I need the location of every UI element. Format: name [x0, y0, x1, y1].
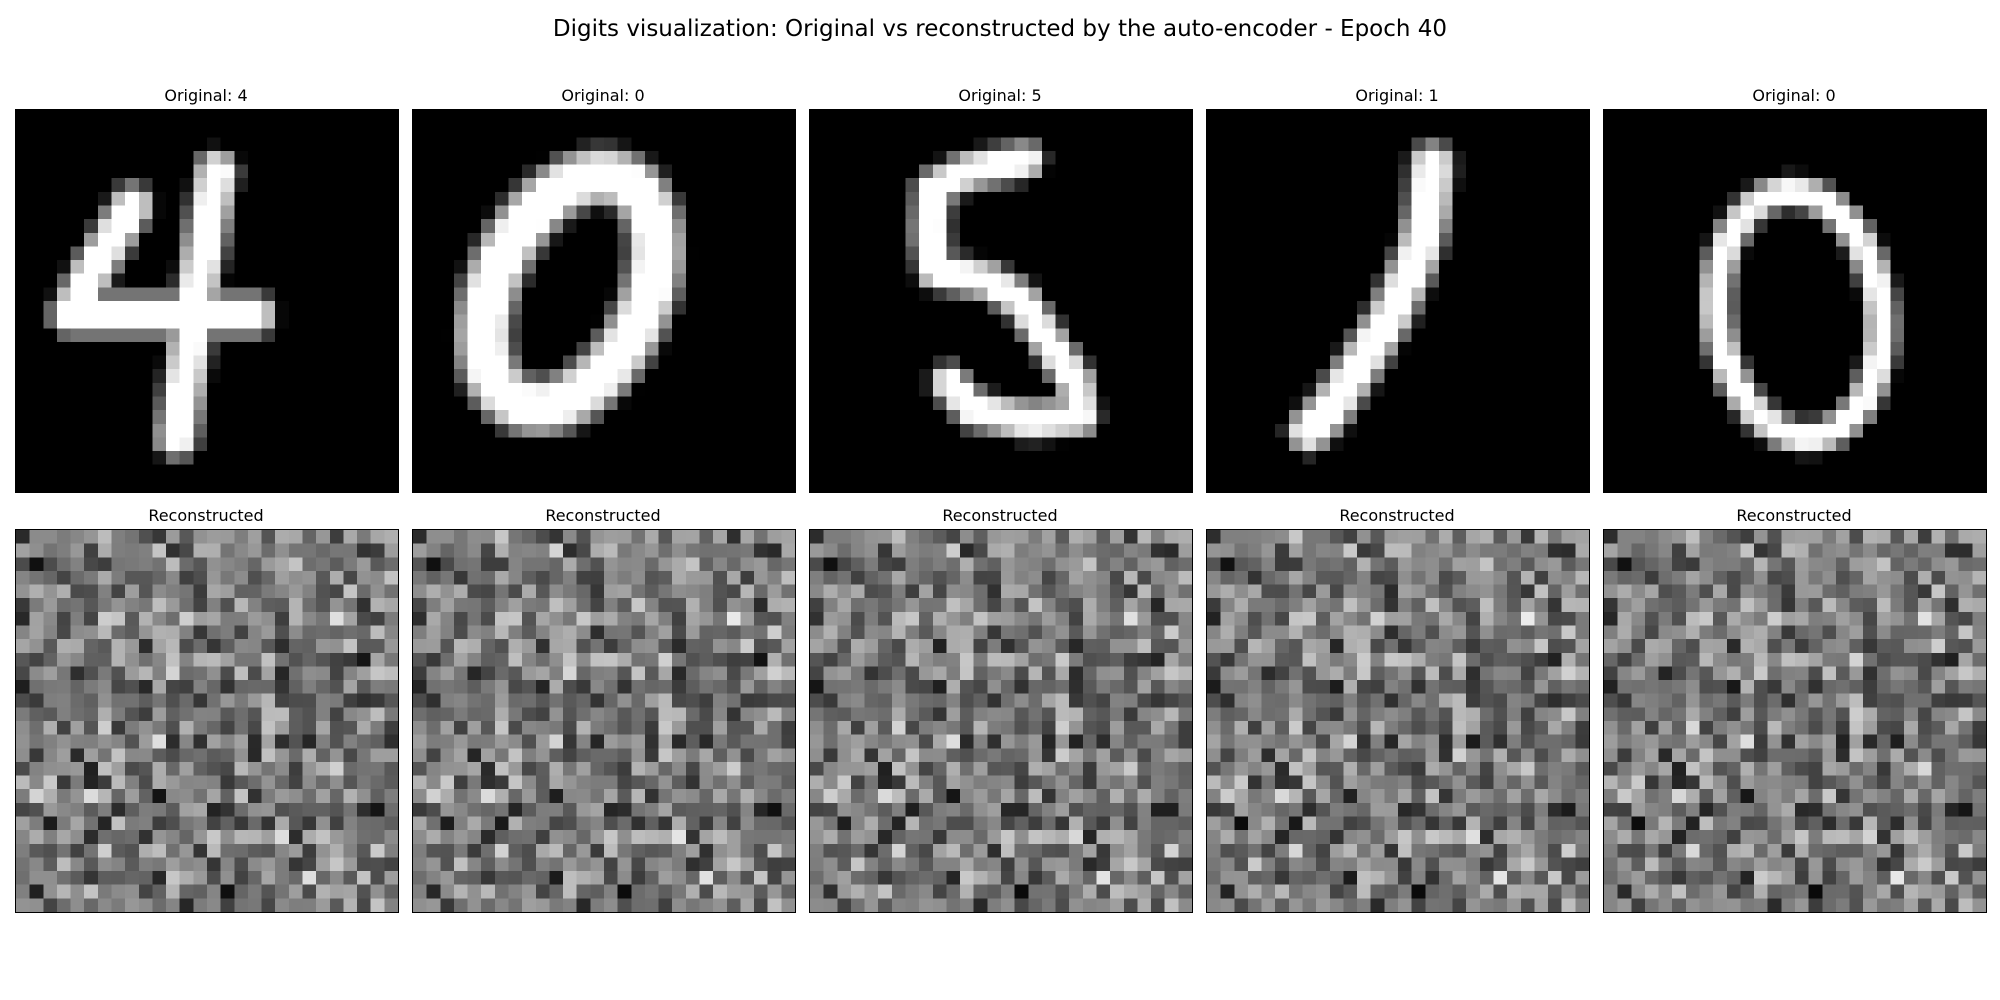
reconstructed-noise-image [413, 530, 795, 912]
original-image-3 [809, 109, 1193, 493]
reconstructed-title-2: Reconstructed [545, 506, 661, 525]
reconstructed-title-1: Reconstructed [148, 506, 264, 525]
original-image-1 [15, 109, 399, 493]
reconstructed-noise-image [1604, 530, 1986, 912]
original-image-4 [1206, 109, 1590, 493]
original-title-2: Original: 0 [561, 86, 645, 105]
reconstructed-image-1 [15, 529, 399, 913]
original-image-5 [1603, 109, 1987, 493]
reconstructed-noise-image [810, 530, 1192, 912]
reconstructed-image-4 [1206, 529, 1590, 913]
original-digit-5-image [810, 110, 1192, 492]
reconstructed-image-5 [1603, 529, 1987, 913]
reconstructed-image-2 [412, 529, 796, 913]
original-title-4: Original: 1 [1355, 86, 1439, 105]
original-digit-1-image [1207, 110, 1589, 492]
original-digit-0-image [413, 110, 795, 492]
reconstructed-image-3 [809, 529, 1193, 913]
original-title-5: Original: 0 [1752, 86, 1836, 105]
reconstructed-title-5: Reconstructed [1736, 506, 1852, 525]
original-digit-0-image [1604, 110, 1986, 492]
original-title-3: Original: 5 [958, 86, 1042, 105]
original-title-1: Original: 4 [164, 86, 248, 105]
original-digit-4-image [16, 110, 398, 492]
reconstructed-title-3: Reconstructed [942, 506, 1058, 525]
original-image-2 [412, 109, 796, 493]
reconstructed-noise-image [1207, 530, 1589, 912]
figure-title: Digits visualization: Original vs recons… [552, 16, 1448, 42]
reconstructed-noise-image [16, 530, 398, 912]
reconstructed-title-4: Reconstructed [1339, 506, 1455, 525]
